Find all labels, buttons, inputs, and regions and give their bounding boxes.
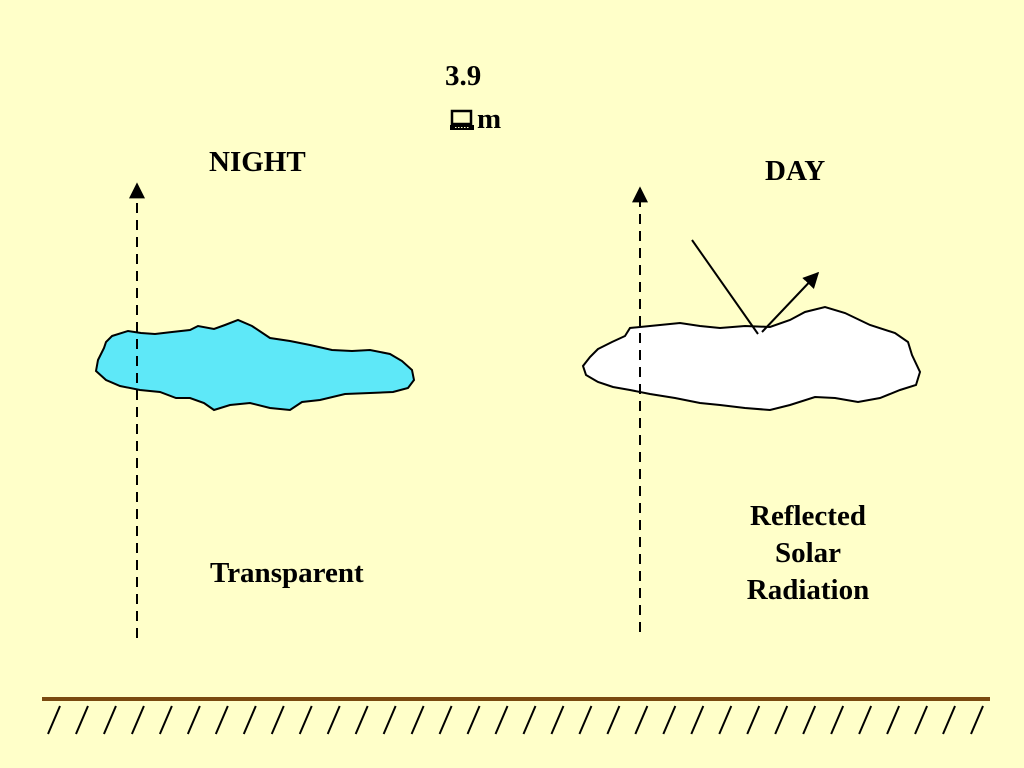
- ground-hatch-mark: [830, 705, 845, 735]
- reflected-solar-radiation-caption: Reflected Solar Radiation: [720, 498, 896, 609]
- ground-hatch-mark: [690, 705, 705, 735]
- ground-hatch-mark: [410, 705, 425, 735]
- wavelength-unit-label: m: [450, 105, 501, 134]
- night-title: NIGHT: [209, 146, 306, 178]
- wavelength-value: 3.9: [445, 60, 482, 92]
- ground-hatch-mark: [186, 705, 201, 735]
- ground-hatch-mark: [858, 705, 873, 735]
- night-cloud: [94, 318, 416, 412]
- ground-hatch-mark: [354, 705, 369, 735]
- ground-hatch-mark: [970, 705, 984, 735]
- ground-hatch-mark: [326, 705, 341, 735]
- ground-hatch-mark: [242, 705, 257, 735]
- ground-hatch-mark: [158, 705, 173, 735]
- day-cloud: [581, 305, 922, 412]
- caption-line-radiation: Radiation: [746, 574, 870, 606]
- ground-hatch-mark: [47, 705, 61, 735]
- ground-hatch-mark: [270, 705, 285, 735]
- ground-hatch-mark: [914, 705, 928, 735]
- ground-hatch-mark: [746, 705, 761, 735]
- ground-hatch-mark: [802, 705, 817, 735]
- ground-hatch-mark: [578, 705, 593, 735]
- day-title: DAY: [765, 155, 826, 187]
- ground-hatch-mark: [75, 705, 89, 735]
- caption-line-solar: Solar: [774, 537, 842, 569]
- ground-hatch-mark: [718, 705, 733, 735]
- reflected-solar-ray: [761, 271, 820, 333]
- wavelength-unit: m: [477, 103, 502, 135]
- ground-hatch-mark: [634, 705, 649, 735]
- ground-hatch-mark: [774, 705, 789, 735]
- caption-line-reflected: Reflected: [750, 500, 866, 532]
- ground-hatch-mark: [382, 705, 397, 735]
- ground-hatch-mark: [522, 705, 537, 735]
- ground-hatch-mark: [886, 705, 901, 735]
- ground-hatch-mark: [494, 705, 509, 735]
- ground-hatch-mark: [130, 705, 145, 735]
- ground-hatch-mark: [662, 705, 677, 735]
- transparent-caption: Transparent: [210, 557, 364, 589]
- incoming-solar-ray: [691, 239, 759, 335]
- micro-symbol-box-icon: [450, 109, 474, 130]
- ground-hatch-mark: [214, 705, 229, 735]
- ground-hatch-mark: [298, 705, 313, 735]
- ground-hatching: [47, 705, 984, 735]
- ground-hatch-mark: [942, 705, 956, 735]
- ground-hatch-mark: [103, 705, 117, 735]
- ground-hatch-mark: [438, 705, 453, 735]
- ground-hatch-mark: [606, 705, 621, 735]
- ground-hatch-mark: [550, 705, 565, 735]
- ground-hatch-mark: [466, 705, 481, 735]
